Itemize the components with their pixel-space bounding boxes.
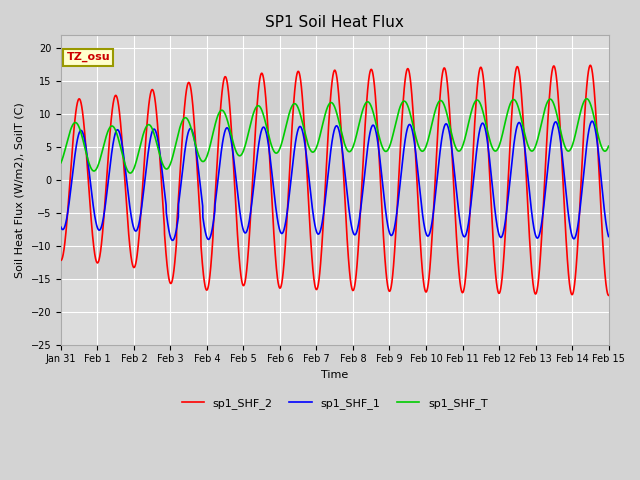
Line: sp1_SHF_T: sp1_SHF_T: [61, 99, 609, 173]
sp1_SHF_2: [413, 181, 421, 187]
Y-axis label: Soil Heat Flux (W/m2), SoilT (C): Soil Heat Flux (W/m2), SoilT (C): [15, 102, 25, 278]
Legend: sp1_SHF_2, sp1_SHF_1, sp1_SHF_T: sp1_SHF_2, sp1_SHF_1, sp1_SHF_T: [177, 394, 492, 413]
sp1_SHF_1: [266, 156, 274, 162]
sp1_SHF_1: [386, 230, 394, 236]
Bar: [61, 82, 609, 279]
Text: TZ_osu: TZ_osu: [67, 52, 110, 62]
sp1_SHF_T: [466, 116, 474, 121]
X-axis label: Time: Time: [321, 370, 348, 380]
sp1_SHF_T: [605, 143, 612, 149]
sp1_SHF_T: [386, 144, 394, 150]
sp1_SHF_1: [466, 212, 474, 218]
sp1_SHF_T: [508, 99, 515, 105]
sp1_SHF_1: [508, 165, 515, 170]
sp1_SHF_1: [57, 224, 65, 230]
sp1_SHF_T: [57, 160, 65, 166]
sp1_SHF_1: [605, 234, 612, 240]
sp1_SHF_1: [157, 154, 164, 160]
sp1_SHF_2: [605, 292, 612, 298]
sp1_SHF_2: [586, 62, 594, 68]
sp1_SHF_1: [413, 163, 421, 168]
Title: SP1 Soil Heat Flux: SP1 Soil Heat Flux: [266, 15, 404, 30]
sp1_SHF_T: [266, 139, 274, 144]
sp1_SHF_2: [157, 163, 164, 168]
sp1_SHF_2: [57, 257, 65, 263]
sp1_SHF_2: [466, 217, 474, 223]
Line: sp1_SHF_2: sp1_SHF_2: [61, 65, 609, 295]
sp1_SHF_2: [266, 165, 274, 170]
sp1_SHF_2: [508, 121, 515, 127]
sp1_SHF_2: [385, 288, 393, 294]
sp1_SHF_T: [127, 170, 134, 176]
Line: sp1_SHF_1: sp1_SHF_1: [61, 121, 609, 240]
sp1_SHF_1: [169, 238, 177, 243]
sp1_SHF_T: [583, 96, 591, 102]
sp1_SHF_T: [157, 155, 164, 160]
sp1_SHF_1: [588, 119, 596, 124]
sp1_SHF_T: [413, 139, 421, 145]
